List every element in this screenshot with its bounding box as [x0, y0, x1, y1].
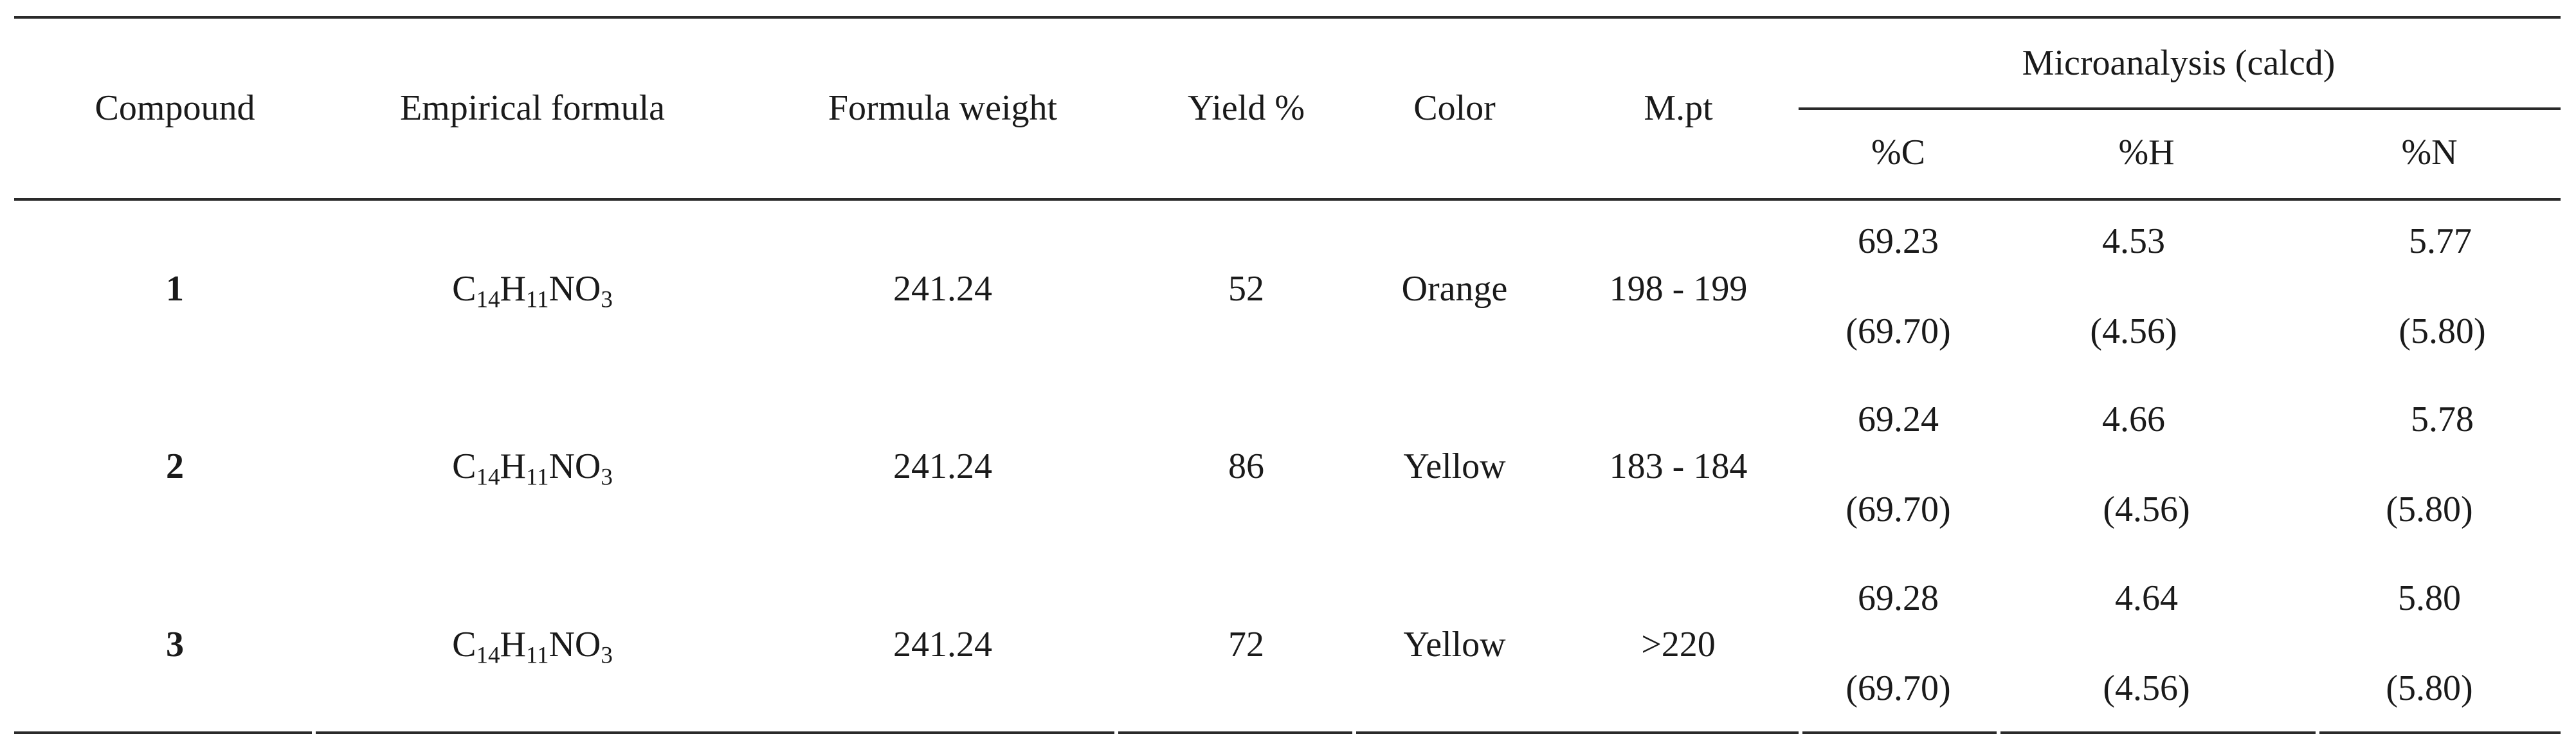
header-empirical-formula: Empirical formula [399, 88, 666, 128]
bottom-rule-gap-6 [2316, 731, 2319, 734]
row-2-mpt: 183 - 184 [1609, 446, 1748, 486]
row-3-found-n: 5.80 [2398, 578, 2461, 618]
row-3-formula: C14H11NO3 [452, 625, 613, 668]
row-2-found-n: 5.78 [2411, 399, 2474, 439]
row-1-found-c: 69.23 [1858, 221, 1939, 261]
microanalysis-rule [1799, 107, 2561, 110]
row-1-found-h: 4.53 [2102, 221, 2165, 261]
row-3-calcd-c: (69.70) [1846, 668, 1951, 708]
row-2-calcd-n: (5.80) [2386, 490, 2473, 529]
bottom-rule-gap-1 [312, 731, 316, 734]
bottom-rule-gap-2 [1114, 731, 1118, 734]
header-pct-n: %N [2401, 133, 2458, 172]
row-2-found-h: 4.66 [2102, 399, 2165, 439]
header-mpt: M.pt [1644, 88, 1713, 128]
header-microanalysis: Microanalysis (calcd) [2022, 43, 2336, 83]
top-rule [14, 16, 2561, 19]
row-2-weight: 241.24 [893, 446, 992, 486]
row-1-calcd-c: (69.70) [1846, 311, 1951, 351]
header-formula-weight: Formula weight [828, 88, 1058, 128]
header-color: Color [1413, 88, 1496, 128]
row-1-color: Orange [1401, 269, 1508, 309]
bottom-rule-gap-3 [1352, 731, 1356, 734]
row-1-found-n: 5.77 [2409, 221, 2472, 261]
row-2-yield: 86 [1228, 446, 1264, 486]
row-3-color: Yellow [1403, 625, 1506, 665]
row-2-compound: 2 [166, 446, 184, 486]
row-3-found-c: 69.28 [1858, 578, 1939, 618]
header-pct-c: %C [1871, 133, 1925, 172]
row-1-weight: 241.24 [893, 269, 992, 309]
row-3-yield: 72 [1228, 625, 1264, 665]
row-2-calcd-c: (69.70) [1846, 490, 1951, 529]
header-compound: Compound [95, 88, 255, 128]
row-1-formula: C14H11NO3 [452, 269, 613, 313]
row-2-calcd-h: (4.56) [2103, 490, 2190, 529]
bottom-rule-gap-4 [1799, 731, 1802, 734]
bottom-rule [14, 731, 2561, 734]
bottom-rule-gap-5 [1997, 731, 2000, 734]
row-3-calcd-n: (5.80) [2386, 668, 2473, 708]
row-2-found-c: 69.24 [1858, 399, 1939, 439]
row-1-mpt: 198 - 199 [1609, 269, 1748, 309]
header-yield: Yield % [1188, 88, 1305, 128]
row-3-mpt: >220 [1641, 625, 1716, 665]
row-3-compound: 3 [166, 625, 184, 665]
row-3-weight: 241.24 [893, 625, 992, 665]
row-1-calcd-h: (4.56) [2090, 311, 2177, 351]
header-bottom-rule [14, 198, 2561, 201]
row-3-found-h: 4.64 [2115, 578, 2178, 618]
row-1-yield: 52 [1228, 269, 1264, 309]
row-3-calcd-h: (4.56) [2103, 668, 2190, 708]
row-2-formula: C14H11NO3 [452, 446, 613, 490]
row-1-compound: 1 [166, 269, 184, 309]
header-pct-h: %H [2118, 133, 2175, 172]
row-2-color: Yellow [1403, 446, 1506, 486]
row-1-calcd-n: (5.80) [2399, 311, 2486, 351]
